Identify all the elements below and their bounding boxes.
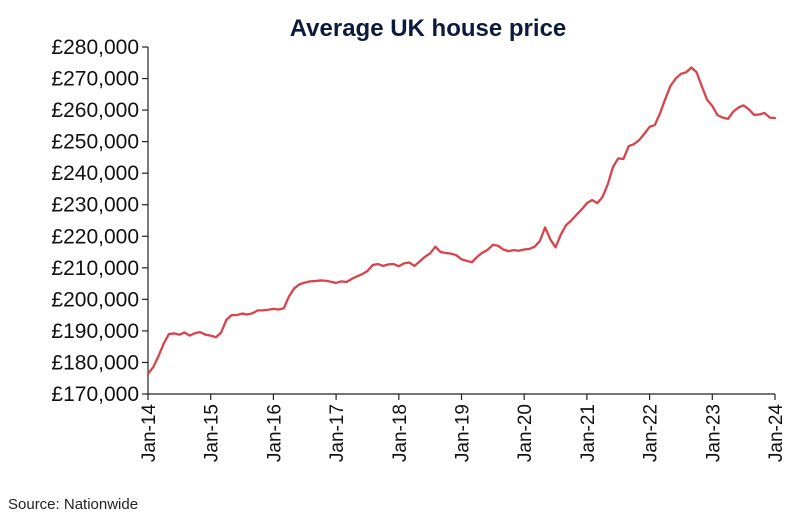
y-tick-label: £190,000 xyxy=(51,320,139,343)
y-tick-label: £180,000 xyxy=(51,351,139,374)
y-tick-label: £240,000 xyxy=(51,162,139,185)
x-tick-label: Jan-14 xyxy=(139,404,160,463)
source-note: Source: Nationwide xyxy=(8,496,139,513)
x-tick-label: Jan-15 xyxy=(202,404,223,462)
chart-title: Average UK house price xyxy=(290,15,567,42)
y-tick-label: £230,000 xyxy=(51,194,139,217)
y-tick-label: £200,000 xyxy=(51,288,139,311)
x-tick-label: Jan-24 xyxy=(766,404,787,463)
series-line xyxy=(146,66,777,375)
x-tick-label: Jan-20 xyxy=(515,404,536,462)
y-tick-label: £170,000 xyxy=(51,383,139,406)
x-tick-label: Jan-21 xyxy=(578,404,599,462)
x-tick-label: Jan-19 xyxy=(453,404,474,462)
x-tick-label: Jan-18 xyxy=(390,404,411,462)
x-tick-label: Jan-23 xyxy=(703,404,724,462)
x-axis: Jan-14 Jan-15 Jan-16 Jan-17 Jan-18 Jan-19 Jan-… xyxy=(139,394,787,462)
x-tick-label: Jan-22 xyxy=(641,404,662,462)
y-tick-label: £210,000 xyxy=(51,257,139,280)
y-axis: £170,000 £180,000 £190,000 £200,000 £210,000… xyxy=(51,36,148,406)
x-tick-label: Jan-17 xyxy=(327,404,348,462)
y-tick-label: £270,000 xyxy=(51,68,139,91)
y-tick-label: £250,000 xyxy=(51,131,139,154)
y-tick-label: £260,000 xyxy=(51,99,139,122)
x-tick-label: Jan-16 xyxy=(264,404,285,462)
y-tick-label: £220,000 xyxy=(51,225,139,248)
y-tick-label: £280,000 xyxy=(51,36,139,59)
